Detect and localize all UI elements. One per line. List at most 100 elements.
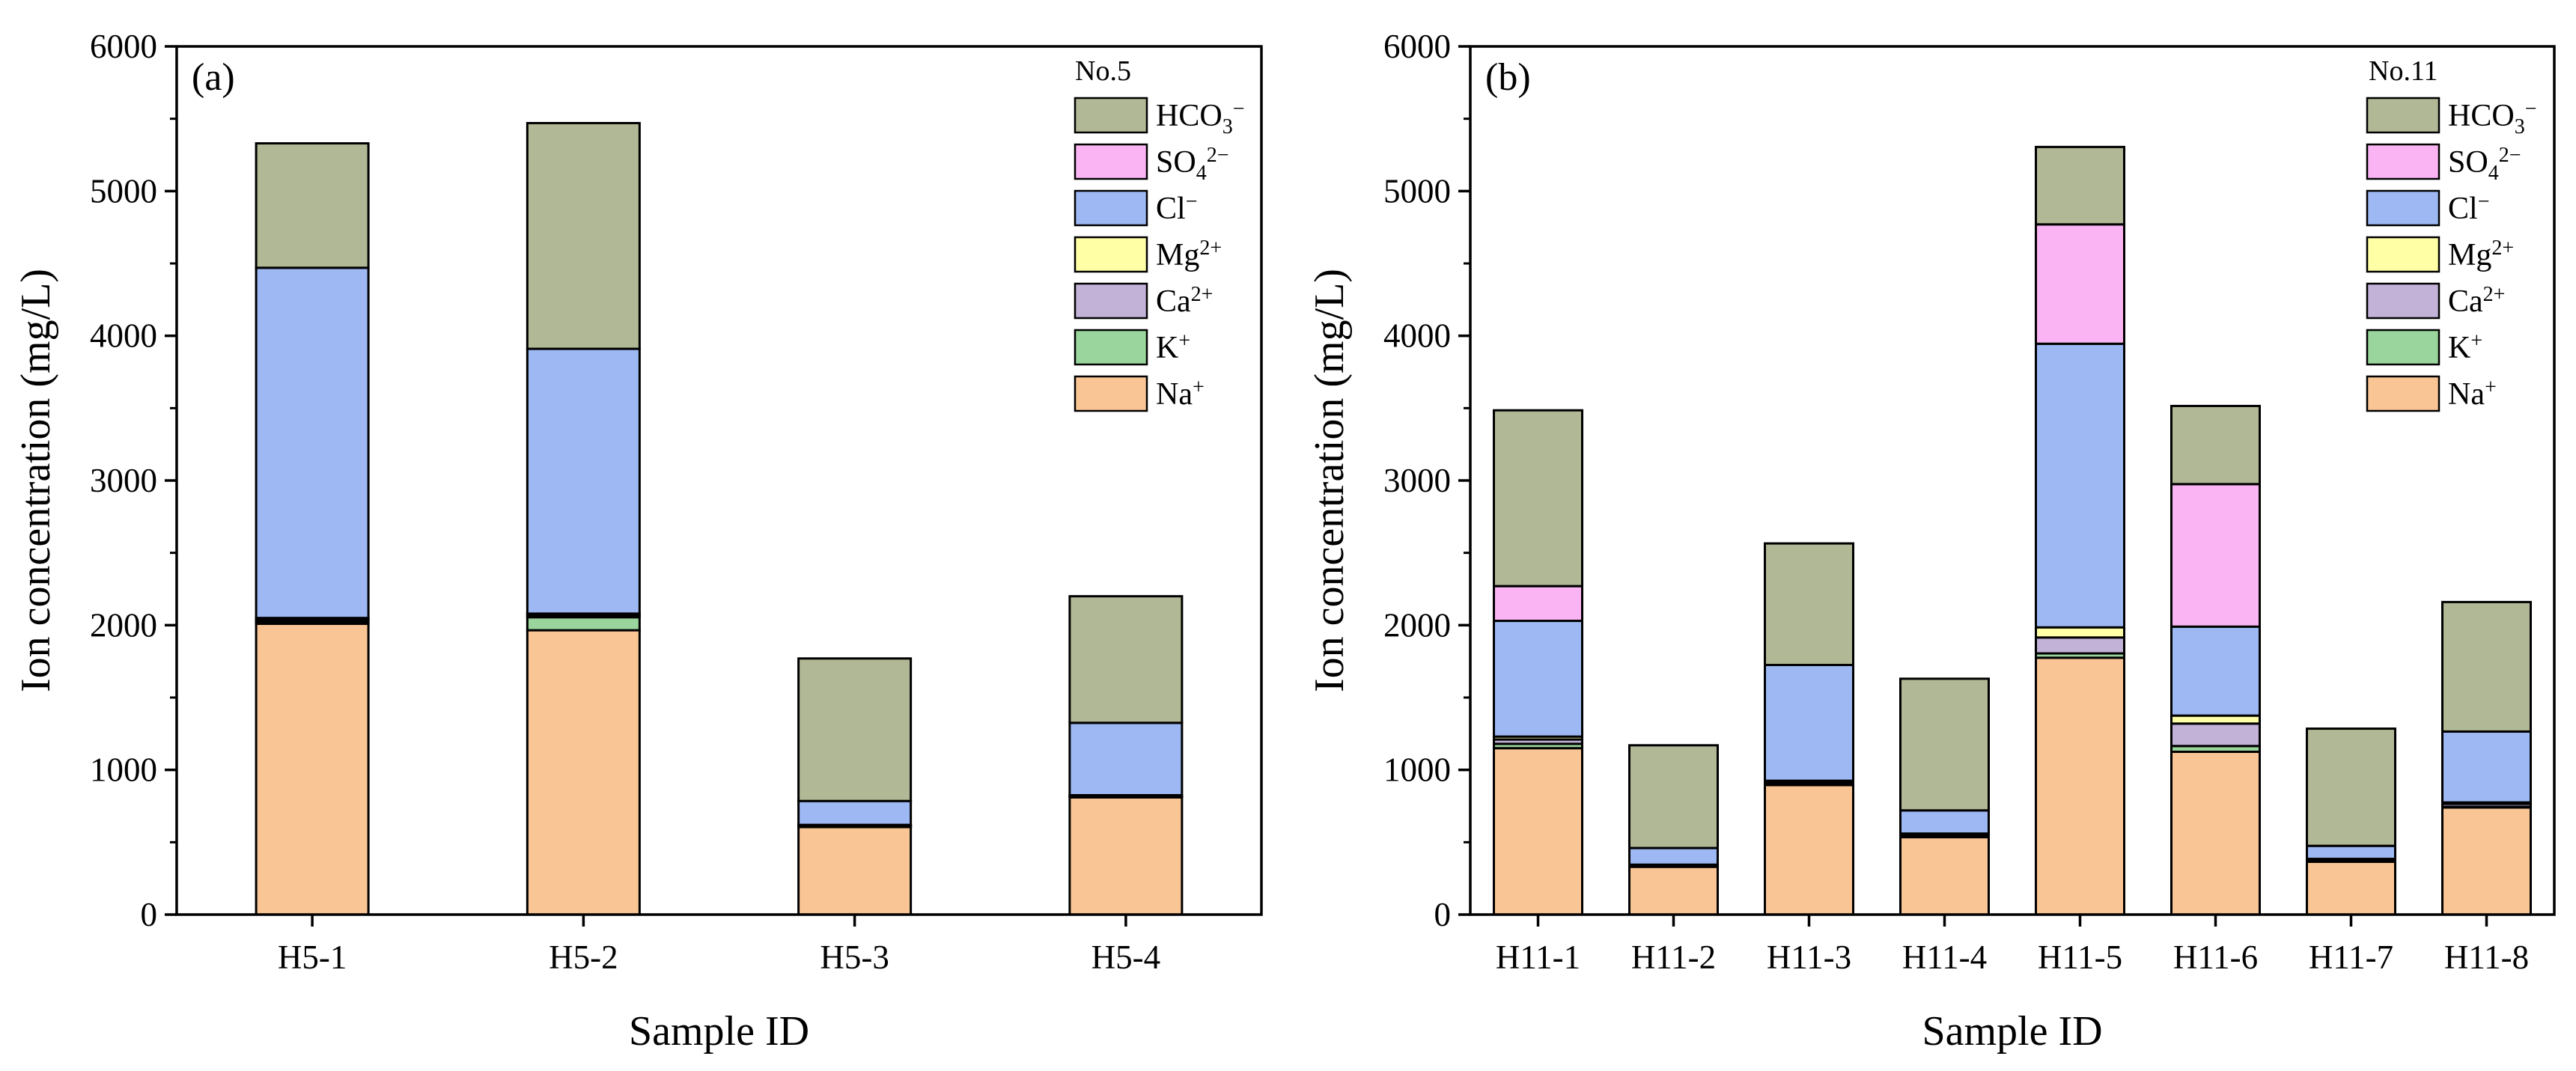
legend-swatch-cl bbox=[2366, 189, 2440, 227]
bar-H11-8-cl bbox=[2441, 730, 2532, 804]
bar-H11-3-cl bbox=[1764, 664, 1854, 782]
legend-swatch-hco3 bbox=[1074, 97, 1148, 134]
bar-H11-7-hco3 bbox=[2306, 727, 2396, 847]
y-tick-label: 5000 bbox=[90, 172, 157, 210]
bar-H11-6-ca bbox=[2170, 722, 2261, 748]
bar-H11-1-so4 bbox=[1493, 585, 1583, 623]
legend-swatch-ca bbox=[2366, 282, 2440, 320]
bar-H5-1-na bbox=[255, 622, 370, 916]
legend-label-mg: Mg2+ bbox=[2448, 237, 2514, 272]
bar-H11-4-hco3 bbox=[1899, 677, 1990, 812]
bar-H5-3-hco3 bbox=[797, 657, 913, 802]
bar-H11-5-hco3 bbox=[2035, 145, 2125, 226]
legend-label-k: K+ bbox=[1156, 329, 1190, 365]
legend-label-na: Na+ bbox=[1156, 376, 1205, 412]
x-tick-label: H11-2 bbox=[1631, 939, 1716, 976]
bar-H11-4-cl bbox=[1899, 809, 1990, 835]
y-tick-label: 4000 bbox=[1383, 317, 1451, 355]
bar-H11-7-na bbox=[2306, 860, 2396, 916]
legend-swatch-mg bbox=[2366, 236, 2440, 273]
bar-H11-3-na bbox=[1764, 784, 1854, 916]
legend-label-ca: Ca2+ bbox=[1156, 283, 1213, 319]
bar-H11-7-cl bbox=[2306, 844, 2396, 861]
legend-label-so4: SO42− bbox=[1156, 144, 1229, 185]
bar-H11-2-na bbox=[1628, 865, 1719, 916]
legend-label-cl: Cl− bbox=[2448, 190, 2489, 226]
legend-title: No.5 bbox=[1075, 55, 1131, 87]
legend-swatch-k bbox=[1074, 329, 1148, 366]
bar-H5-2-na bbox=[526, 629, 641, 916]
bar-H11-6-mg bbox=[2170, 714, 2261, 725]
panel-a: 0 1000 2000 3000 4000 5000 6000 H5-1 H5-2 H5-3 H5-… bbox=[13, 28, 1263, 1055]
y-tick-label: 6000 bbox=[1383, 28, 1451, 65]
bar-H5-4-hco3 bbox=[1068, 595, 1184, 724]
x-tick-label: H11-1 bbox=[1496, 939, 1580, 976]
bar-H11-6-so4 bbox=[2170, 483, 2261, 628]
legend-label-hco3: HCO3− bbox=[2448, 97, 2536, 138]
x-tick-label: H11-3 bbox=[1767, 939, 1851, 976]
legend-label-cl: Cl− bbox=[1156, 190, 1197, 226]
y-tick-label: 5000 bbox=[1383, 172, 1451, 210]
bar-H11-1-cl bbox=[1493, 620, 1583, 738]
bar-H5-1-hco3 bbox=[255, 142, 370, 269]
legend-swatch-hco3 bbox=[2366, 97, 2440, 134]
x-tick-label: H5-2 bbox=[549, 939, 618, 976]
panel-label: (b) bbox=[1485, 56, 1531, 99]
legend-label-ca: Ca2+ bbox=[2448, 283, 2505, 319]
bar-H5-4-na bbox=[1068, 796, 1184, 916]
x-tick-label: H11-7 bbox=[2309, 939, 2393, 976]
y-axis-title: Ion concentration (mg/L) bbox=[13, 269, 59, 692]
y-tick-label: 6000 bbox=[90, 28, 157, 65]
y-tick-label: 2000 bbox=[1383, 606, 1451, 644]
x-tick-label: H5-4 bbox=[1091, 939, 1160, 976]
y-tick-label: 0 bbox=[141, 896, 158, 933]
legend-swatch-ca bbox=[1074, 282, 1148, 320]
legend-swatch-so4 bbox=[2366, 143, 2440, 180]
x-tick-label: H5-3 bbox=[820, 939, 889, 976]
bar-H11-8-na bbox=[2441, 806, 2532, 916]
y-tick-label: 4000 bbox=[90, 317, 157, 355]
bar-H11-5-cl bbox=[2035, 342, 2125, 629]
panel-b: 0 1000 2000 3000 4000 5000 6000 H11-1 H11-2 H11-3… bbox=[1306, 28, 2556, 1055]
bar-H11-5-so4 bbox=[2035, 223, 2125, 345]
bar-H11-5-na bbox=[2035, 656, 2125, 916]
bar-H11-8-hco3 bbox=[2441, 600, 2532, 733]
legend-swatch-na bbox=[1074, 375, 1148, 412]
legend-swatch-k bbox=[2366, 329, 2440, 366]
y-tick-label: 2000 bbox=[90, 606, 157, 644]
x-tick-label: H11-4 bbox=[1902, 939, 1987, 976]
x-tick-label: H11-5 bbox=[2038, 939, 2122, 976]
bar-H11-1-hco3 bbox=[1493, 409, 1583, 588]
bar-H11-6-cl bbox=[2170, 625, 2261, 717]
bar-H5-1-cl bbox=[255, 266, 370, 620]
bar-H5-3-na bbox=[797, 826, 913, 916]
bar-H5-2-hco3 bbox=[526, 121, 641, 350]
bar-H11-3-hco3 bbox=[1764, 542, 1854, 666]
bar-H11-1-na bbox=[1493, 747, 1583, 916]
y-tick-label: 3000 bbox=[90, 462, 157, 499]
bar-H5-3-cl bbox=[797, 799, 913, 826]
bar-H5-4-cl bbox=[1068, 721, 1184, 796]
legend-title: No.11 bbox=[2369, 55, 2438, 87]
y-tick-label: 1000 bbox=[1383, 751, 1451, 789]
bar-H11-5-ca bbox=[2035, 636, 2125, 655]
legend-swatch-cl bbox=[1074, 189, 1148, 227]
x-axis-title: Sample ID bbox=[1922, 1008, 2102, 1055]
y-axis-title: Ion concentration (mg/L) bbox=[1306, 269, 1353, 692]
bar-H11-5-mg bbox=[2035, 626, 2125, 639]
legend-label-na: Na+ bbox=[2448, 376, 2497, 412]
bar-H11-2-hco3 bbox=[1628, 744, 1719, 849]
bar-H5-2-k bbox=[526, 616, 641, 632]
legend-swatch-na bbox=[2366, 375, 2440, 412]
y-tick-label: 0 bbox=[1434, 896, 1452, 933]
bar-H11-6-na bbox=[2170, 751, 2261, 916]
bar-H11-4-na bbox=[1899, 836, 1990, 916]
bar-H5-2-cl bbox=[526, 347, 641, 615]
x-tick-label: H5-1 bbox=[278, 939, 347, 976]
legend-label-hco3: HCO3− bbox=[1156, 97, 1244, 138]
bar-H11-6-hco3 bbox=[2170, 404, 2261, 486]
y-tick-label: 3000 bbox=[1383, 462, 1451, 499]
panel-label: (a) bbox=[192, 56, 235, 99]
